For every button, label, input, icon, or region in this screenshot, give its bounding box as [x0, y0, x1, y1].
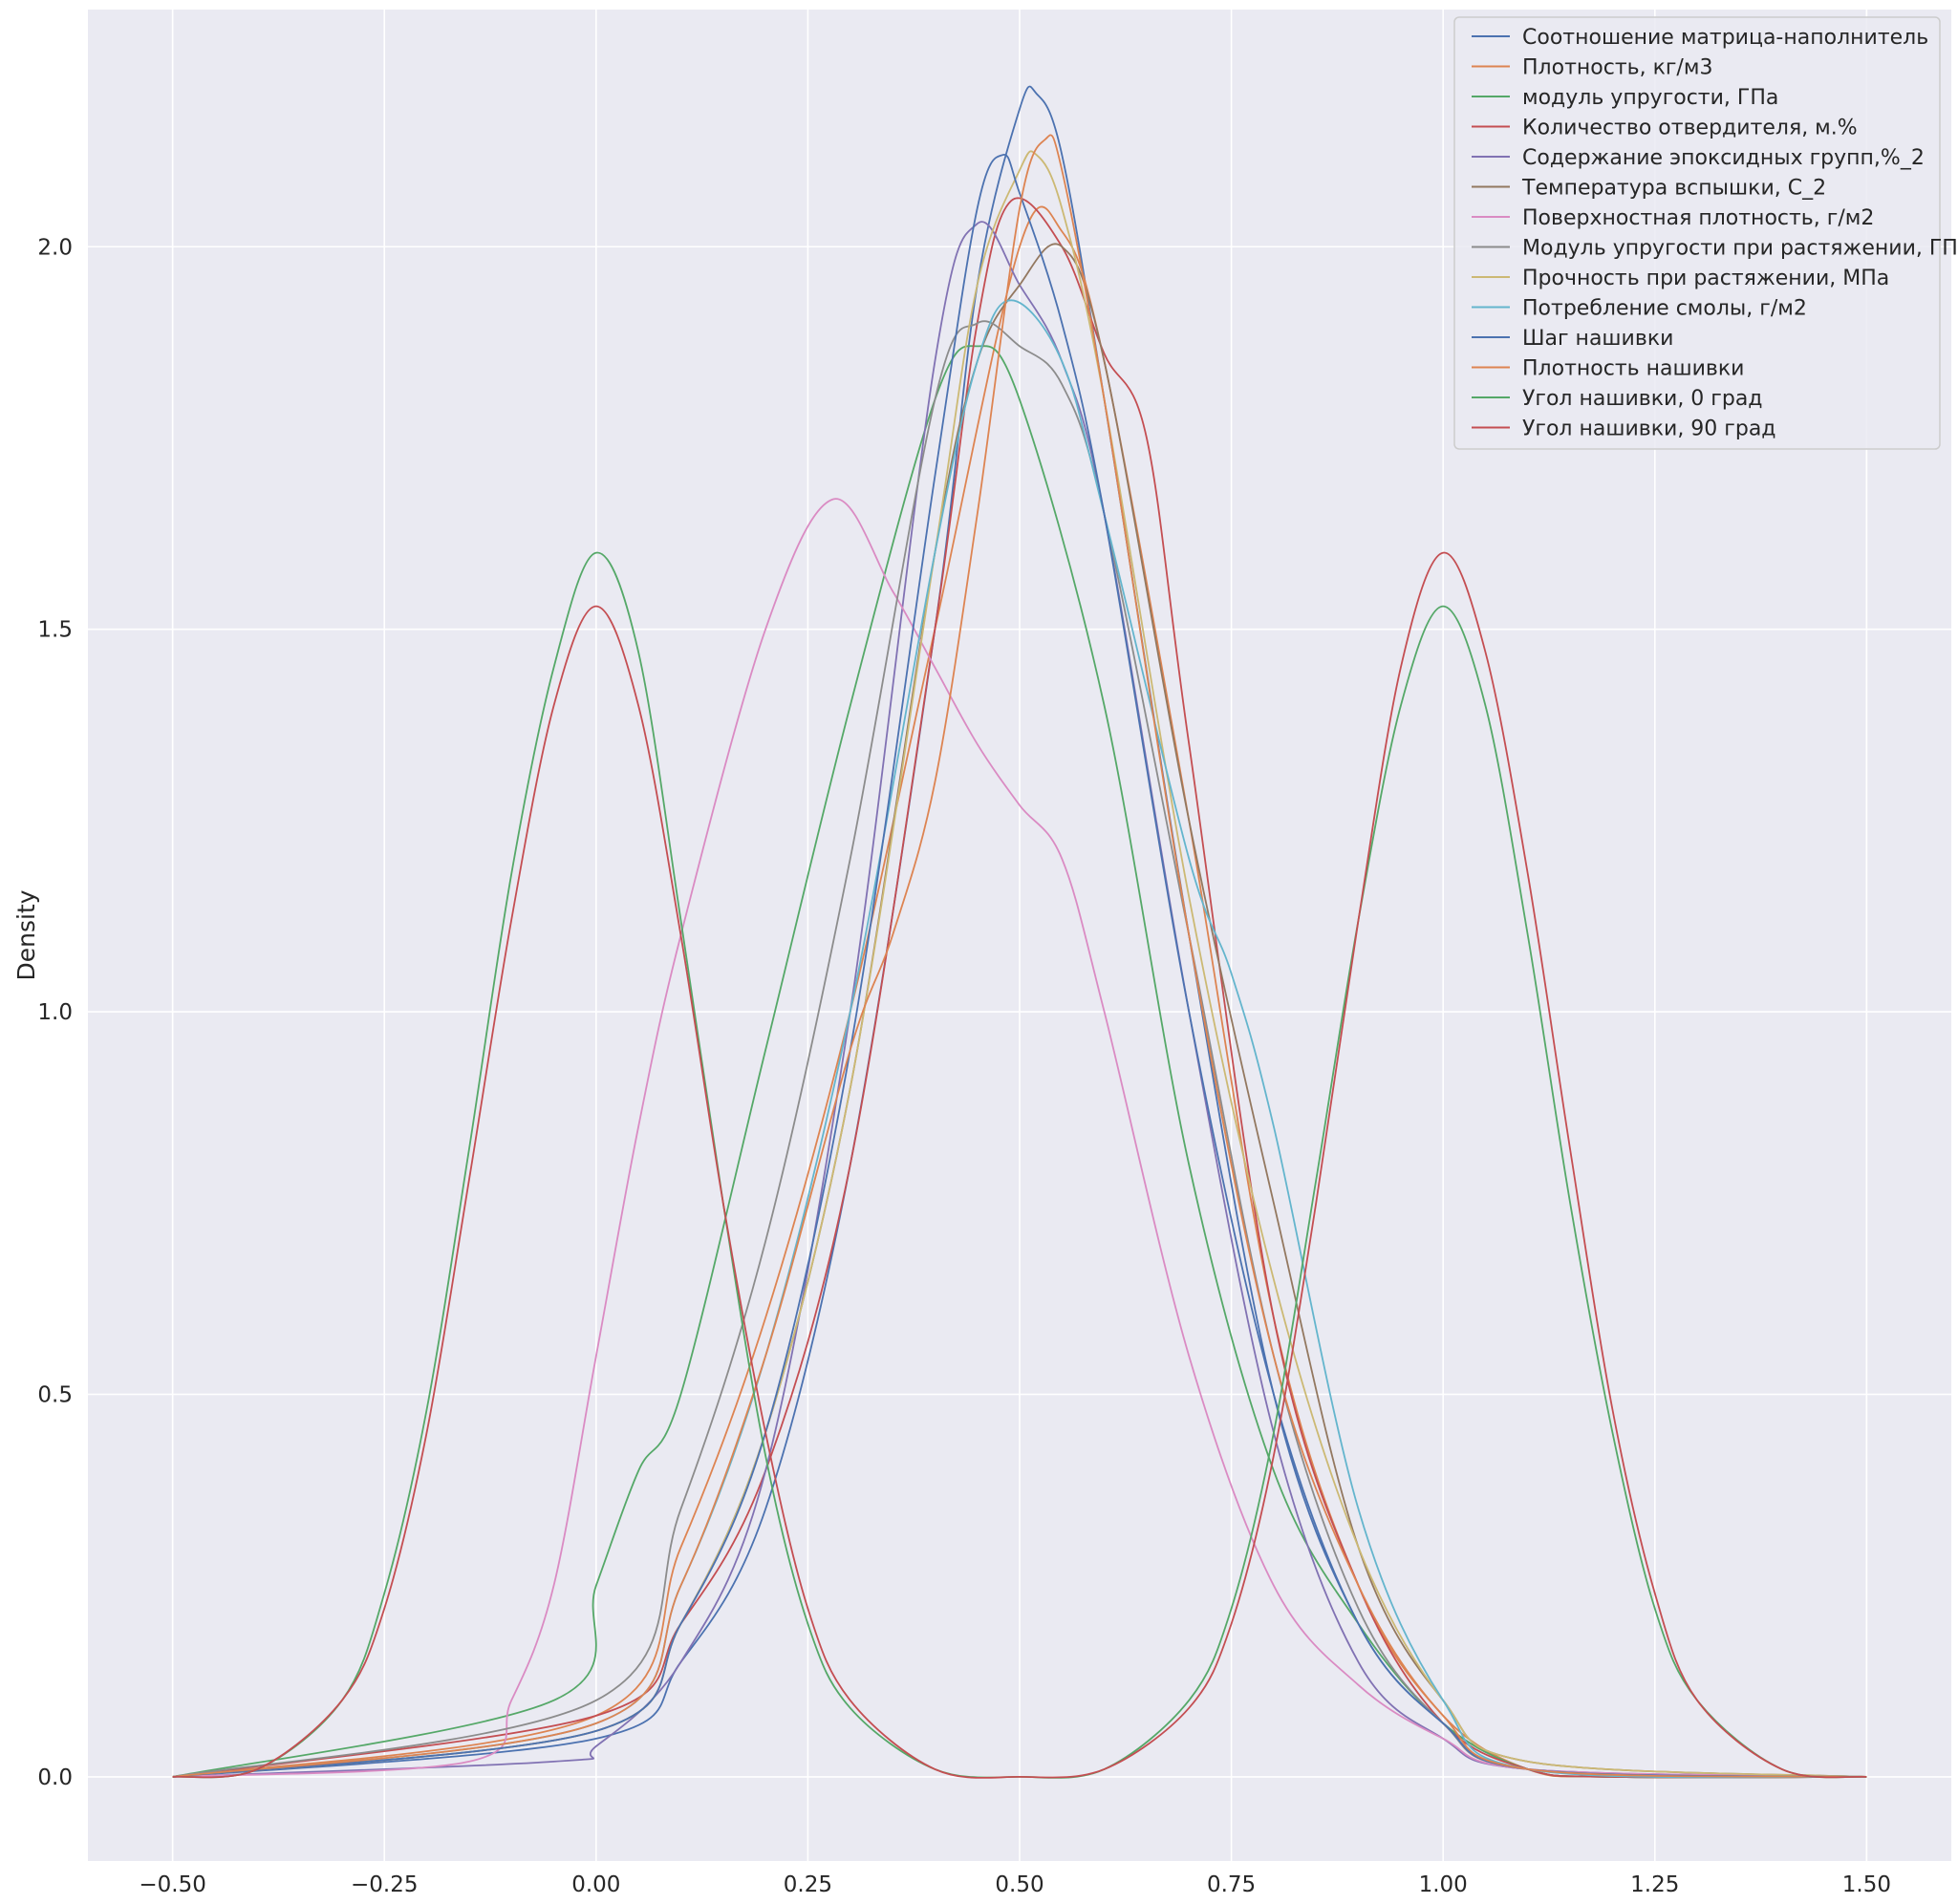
x-tick-label: 0.00	[571, 1872, 620, 1897]
legend-entry-label: Угол нашивки, 0 град	[1522, 387, 1763, 411]
legend-entry-label: Содержание эпоксидных групп,%_2	[1522, 146, 1925, 170]
legend-entry-label: Плотность нашивки	[1522, 357, 1744, 381]
series-curve-12	[172, 134, 1867, 1778]
legend-entry-label: Количество отвердителя, м.%	[1522, 117, 1858, 140]
x-tick-label: 0.50	[995, 1872, 1044, 1897]
y-tick-label: 2.0	[37, 235, 73, 260]
legend-entry-label: Соотношение матрица-наполнитель	[1522, 26, 1928, 50]
legend-entry-label: Шаг нашивки	[1522, 327, 1673, 351]
y-tick-label: 1.0	[37, 1000, 73, 1025]
x-tick-label: 0.75	[1207, 1872, 1256, 1897]
x-tick-label: 0.25	[784, 1872, 832, 1897]
legend-entry-label: Прочность при растяжении, МПа	[1522, 267, 1889, 290]
legend-entry-label: Поверхностная плотность, г/м2	[1522, 206, 1874, 230]
x-tick-label: 1.00	[1419, 1872, 1468, 1897]
x-axis-ticks: −0.50 −0.25 0.00 0.25 0.50 0.75 1.00 1.25 1.50	[139, 1872, 1891, 1897]
legend-entry-label: Потребление смолы, г/м2	[1522, 297, 1807, 321]
series-curve-8	[172, 320, 1867, 1778]
density-curves	[172, 85, 1867, 1779]
legend-entry-label: Плотность, кг/м3	[1522, 56, 1712, 80]
legend-box	[1453, 16, 1941, 450]
x-tick-label: 1.50	[1842, 1872, 1891, 1897]
series-curve-7	[172, 498, 1867, 1778]
legend-entry-label: Угол нашивки, 90 град	[1522, 417, 1776, 441]
y-tick-label: 0.5	[37, 1382, 73, 1407]
y-tick-label: 1.5	[37, 618, 73, 643]
x-tick-label: −0.25	[351, 1872, 418, 1897]
series-curve-4	[172, 197, 1867, 1779]
y-axis-ticks: 0.0 0.5 1.0 1.5 2.0	[37, 235, 73, 1790]
y-axis-label: Density	[12, 889, 40, 980]
x-tick-label: 1.25	[1630, 1872, 1679, 1897]
legend-entry-label: Модуль упругости при растяжении, ГПа	[1522, 237, 1958, 261]
x-tick-label: −0.50	[139, 1872, 205, 1897]
series-curve-14	[172, 551, 1867, 1779]
legend-entry-label: Температура вспышки, С_2	[1521, 177, 1826, 201]
series-curve-11	[172, 154, 1867, 1778]
series-curve-9	[172, 150, 1867, 1778]
legend-entry-label: модуль упругости, ГПа	[1522, 86, 1778, 110]
legend: Соотношение матрица-наполнитель Плотность…	[1453, 16, 1958, 450]
y-tick-label: 0.0	[37, 1765, 73, 1790]
